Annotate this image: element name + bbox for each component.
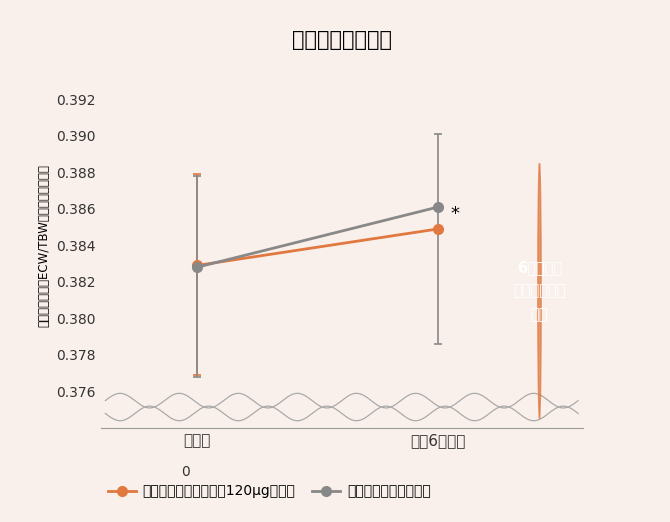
Circle shape <box>538 163 541 419</box>
Legend: ヒハツ由来ピペリン類120μg摂取群, 機能性関与成分なし群: ヒハツ由来ピペリン類120μg摂取群, 機能性関与成分なし群 <box>103 479 436 504</box>
Text: *: * <box>450 206 459 223</box>
Y-axis label: 細胞外水分比（ECW/TBW：むくみの指標）: 細胞外水分比（ECW/TBW：むくみの指標） <box>38 164 50 327</box>
Text: 0: 0 <box>181 465 190 479</box>
Text: 6時間後の
脚のむくみが
軽減: 6時間後の 脚のむくみが 軽減 <box>513 260 565 322</box>
Title: 脚のむくみの変化: 脚のむくみの変化 <box>291 30 392 50</box>
